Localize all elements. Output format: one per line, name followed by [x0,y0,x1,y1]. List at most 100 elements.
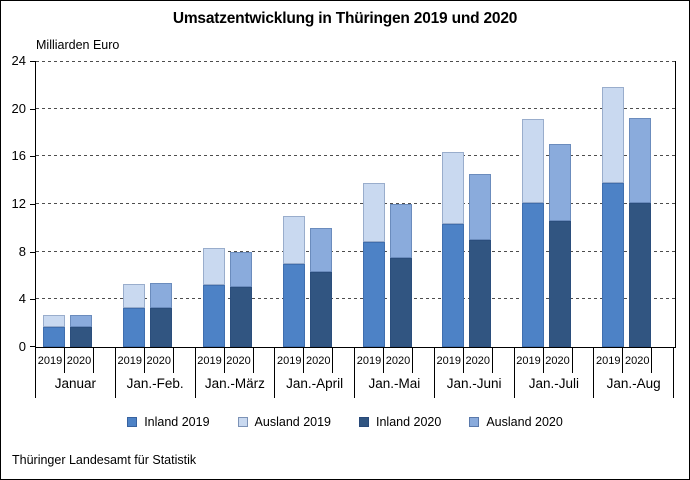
year-label-row: 2019 2020 [36,348,94,373]
bar-segment-ausland-2020 [149,282,172,308]
legend: Inland 2019 Ausland 2019 Inland 2020 Auslan… [1,415,689,429]
bar-segment-ausland-2020 [309,227,332,272]
year-label: 2020 [384,348,413,373]
bar-segment-ausland-2019 [522,119,545,203]
bar-segment-inland-2019 [282,263,305,347]
bar-segment-inland-2020 [469,239,492,347]
year-label: 2019 [275,348,305,373]
gridline [36,107,675,109]
bar-segment-ausland-2020 [549,144,572,221]
year-label-row: 2019 2020 [196,348,254,373]
y-tick-mark [30,204,35,205]
bar-segment-inland-2020 [309,271,332,347]
bar-segment-inland-2019 [122,307,145,347]
year-label: 2019 [515,348,544,373]
gridline [36,250,675,252]
bar-segment-ausland-2019 [362,182,385,243]
bar-Jan.-Mai-2019 [362,182,385,347]
bar-segment-inland-2020 [149,307,172,347]
x-axis-group: 2019 2020 Jan.-Feb. [114,348,195,398]
x-axis: 2019 2020 Januar 2019 2020 Jan.-Feb. 2019 2020 J… [35,348,674,398]
y-axis: 0 4 8 12 16 20 24 [1,53,35,354]
bar-segment-ausland-2019 [202,248,225,286]
y-tick-mark [30,299,35,301]
category-label: Jan.-März [204,376,265,391]
gridline [36,203,675,204]
bar-segment-inland-2020 [389,257,412,347]
legend-label: Inland 2019 [144,415,210,429]
y-axis-unit-label: Milliarden Euro [36,38,120,52]
gridline [36,298,675,300]
legend-swatch [237,417,248,427]
year-label-row: 2019 2020 [594,348,653,373]
bar-segment-ausland-2020 [469,174,492,240]
bar-segment-inland-2020 [229,287,252,347]
category-label: Jan.-Juli [528,376,580,391]
bar-Jan.-April-2019 [282,215,305,347]
year-label: 2020 [225,348,254,373]
bar-Januar-2020 [70,314,92,347]
bar-Januar-2019 [43,314,65,347]
year-label-row: 2019 2020 [435,348,493,373]
year-label-row: 2019 2020 [275,348,334,373]
legend-item-inland-2020: Inland 2020 [359,415,441,429]
bar-segment-inland-2019 [602,182,625,347]
y-tick-mark [30,346,35,347]
bar-Jan.-April-2020 [309,227,332,347]
bar-segment-inland-2019 [362,242,385,347]
bar-segment-ausland-2019 [43,314,65,327]
category-label: Jan.-Juni [446,376,502,391]
bar-segment-ausland-2019 [442,151,465,225]
year-label: 2019 [355,348,384,373]
legend-item-inland-2019: Inland 2019 [127,415,210,429]
bar-group [595,61,675,347]
legend-swatch [469,417,480,427]
bars-row [36,61,675,347]
source-label: Thüringer Landesamt für Statistik [12,453,197,467]
legend-label: Ausland 2019 [254,415,331,429]
bar-group [356,61,436,347]
y-tick-mark [30,61,35,62]
bar-group [36,61,116,347]
legend-swatch [127,417,138,427]
bar-Jan.-Juli-2020 [549,144,572,347]
y-tick-mark [30,156,35,158]
category-label: Jan.-Feb. [126,376,184,391]
year-label: 2019 [36,348,65,373]
year-label: 2020 [145,348,174,373]
bar-Jan.-Feb.-2019 [122,283,145,347]
x-axis-group: 2019 2020 Jan.-März [194,348,275,398]
x-axis-group: 2019 2020 Januar [35,348,115,398]
y-tick-label: 12 [11,196,26,211]
bar-segment-inland-2020 [629,202,652,347]
legend-label: Ausland 2020 [486,415,563,429]
bar-Jan.-Mai-2020 [389,204,412,347]
y-tick-label: 8 [18,243,26,259]
bar-group [435,61,515,347]
bar-Jan.-März-2019 [202,248,225,347]
bar-segment-inland-2020 [549,220,572,347]
chart-title: Umsatzentwicklung in Thüringen 2019 und … [172,10,518,27]
bar-segment-inland-2019 [442,224,465,347]
gridline [36,155,675,157]
y-tick-label: 20 [11,100,26,116]
year-label: 2019 [116,348,145,373]
bar-group [515,61,595,347]
bar-segment-inland-2019 [202,285,225,347]
bar-segment-ausland-2019 [602,87,625,183]
bar-segment-ausland-2020 [389,204,412,258]
year-label: 2020 [464,348,493,373]
bar-group [196,61,276,347]
category-label: Jan.-Mai [368,376,421,391]
bar-Jan.-Aug-2020 [629,118,652,347]
year-label: 2020 [544,348,573,373]
gridline [36,61,675,62]
year-label-row: 2019 2020 [355,348,413,373]
year-label: 2020 [65,348,94,373]
year-label: 2019 [594,348,624,373]
legend-label: Inland 2020 [376,415,442,429]
year-label: 2020 [623,348,653,373]
x-axis-group: 2019 2020 Jan.-Mai [354,348,434,398]
bar-Jan.-Juni-2019 [442,151,465,347]
